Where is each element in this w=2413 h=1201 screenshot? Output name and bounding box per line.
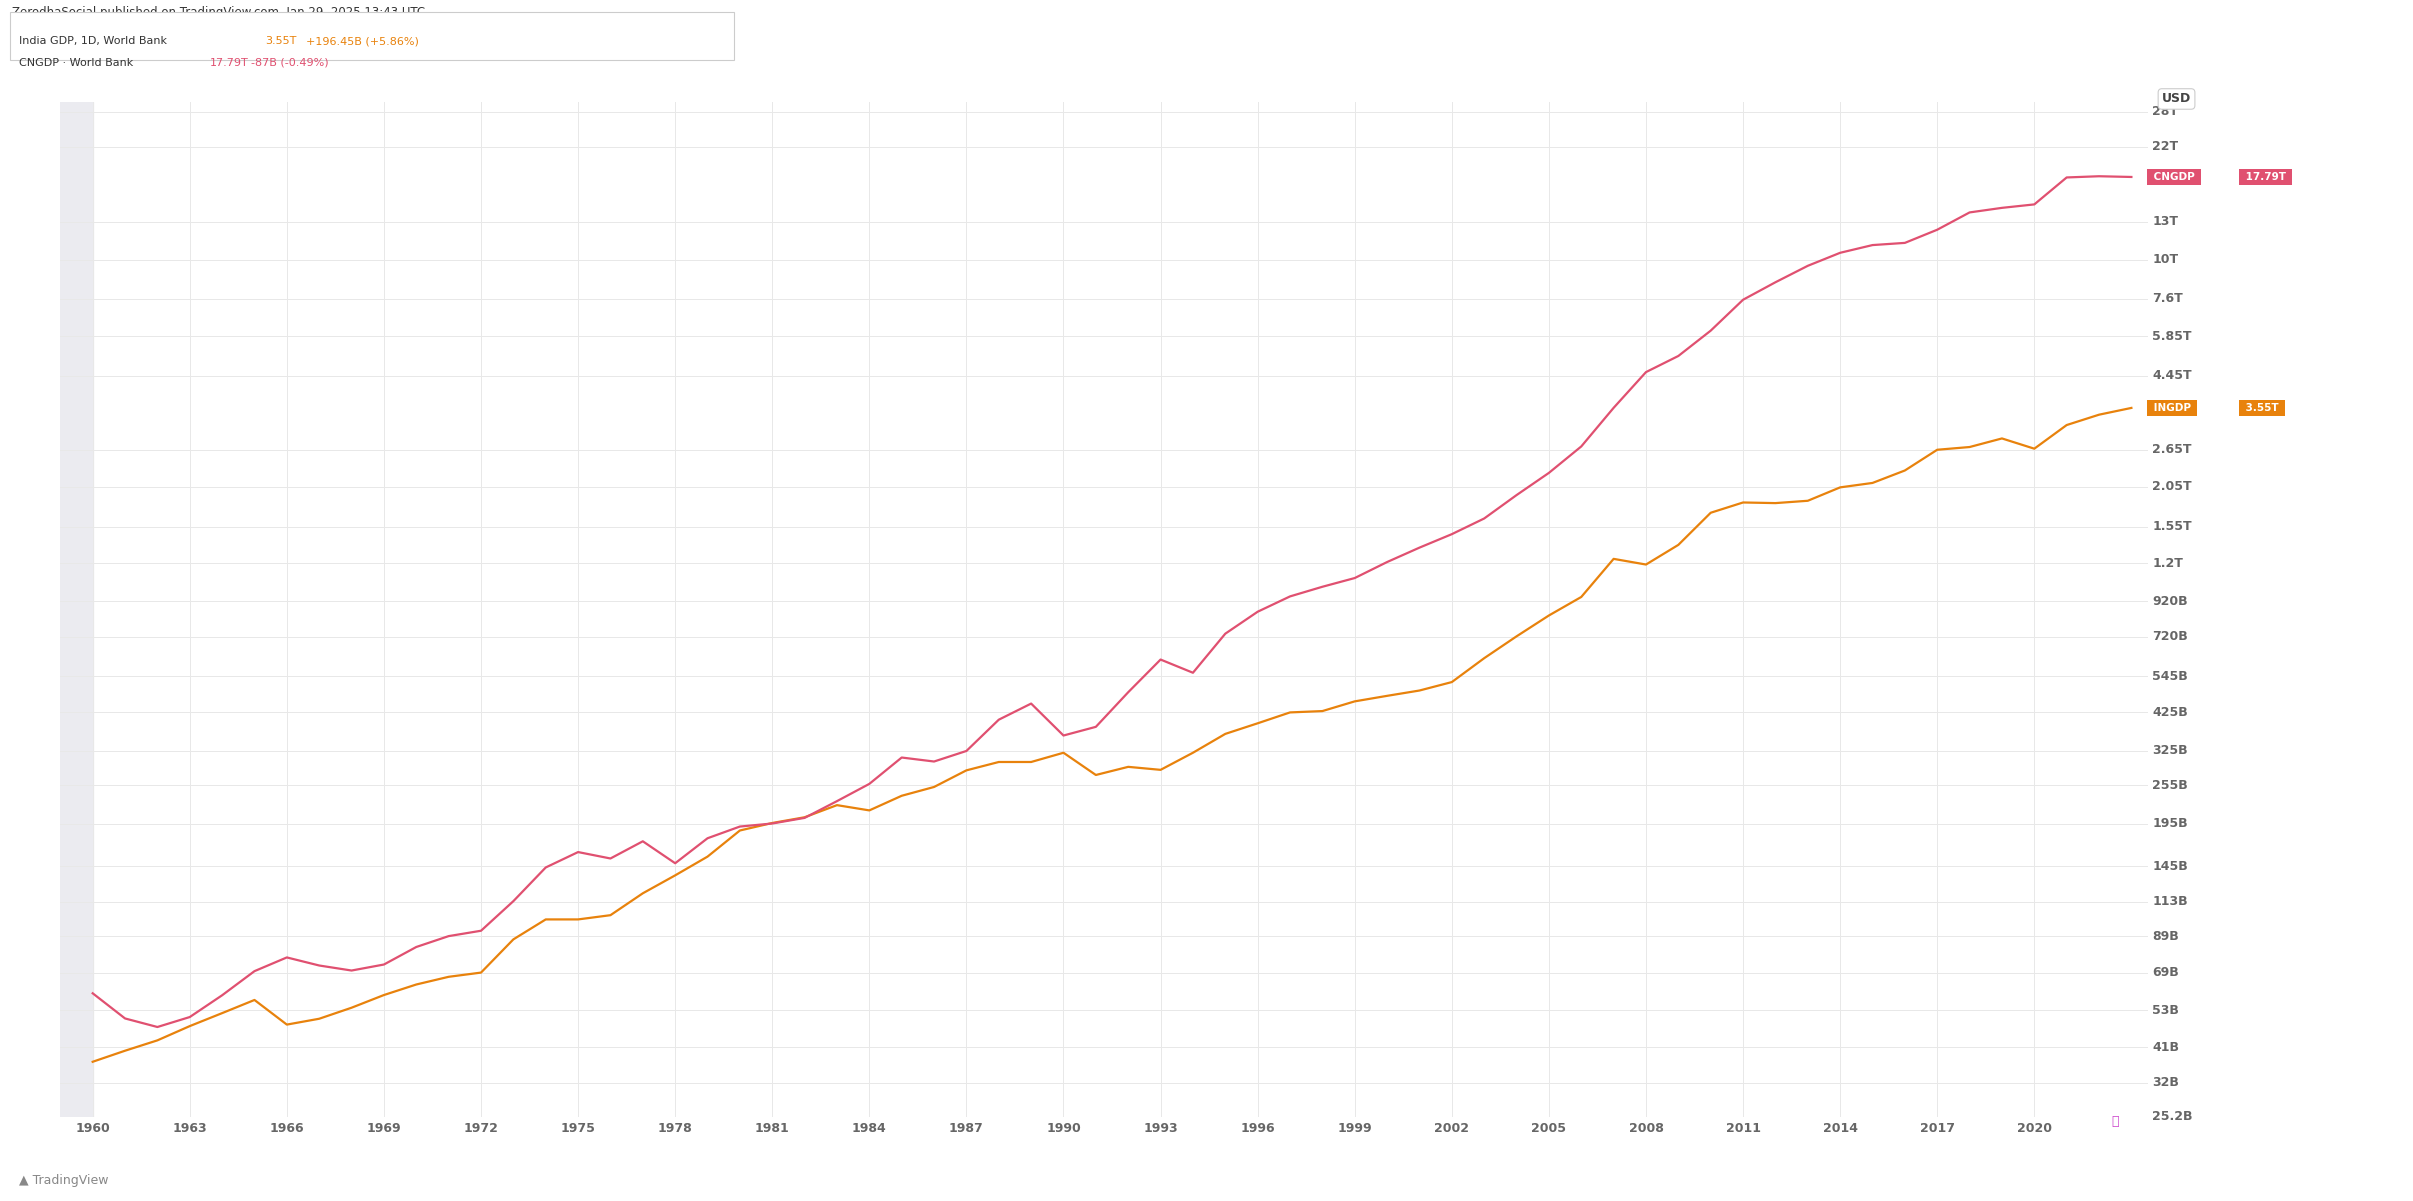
Text: INGDP: INGDP <box>2150 402 2193 413</box>
Text: 7.6T: 7.6T <box>2152 292 2184 305</box>
Bar <box>60 102 92 1117</box>
Text: 325B: 325B <box>2152 745 2189 757</box>
Text: +196.45B (+5.86%): +196.45B (+5.86%) <box>306 36 420 46</box>
Text: CNGDP · World Bank: CNGDP · World Bank <box>19 58 133 67</box>
Text: 920B: 920B <box>2152 594 2189 608</box>
Text: India GDP, 1D, World Bank: India GDP, 1D, World Bank <box>19 36 166 46</box>
Text: 41B: 41B <box>2152 1041 2179 1053</box>
Text: 10T: 10T <box>2152 253 2179 265</box>
Text: 2.65T: 2.65T <box>2152 443 2191 456</box>
Text: 545B: 545B <box>2152 670 2189 683</box>
Text: 22T: 22T <box>2152 141 2179 153</box>
Text: 3.55T: 3.55T <box>2242 402 2283 413</box>
Text: 195B: 195B <box>2152 817 2189 830</box>
Text: 3.55T: 3.55T <box>265 36 297 46</box>
Text: 720B: 720B <box>2152 631 2189 643</box>
Text: 25.2B: 25.2B <box>2152 1111 2193 1123</box>
Text: 69B: 69B <box>2152 966 2179 979</box>
Text: 17.79T: 17.79T <box>2242 172 2290 183</box>
Text: 28T: 28T <box>2152 106 2179 119</box>
Text: 145B: 145B <box>2152 860 2189 873</box>
Text: ⓩ: ⓩ <box>2111 1116 2119 1129</box>
Text: 13T: 13T <box>2152 215 2179 228</box>
Text: ▲ TradingView: ▲ TradingView <box>19 1173 109 1187</box>
Text: 425B: 425B <box>2152 705 2189 718</box>
Text: 2.05T: 2.05T <box>2152 480 2191 494</box>
Text: 1.2T: 1.2T <box>2152 557 2184 569</box>
Text: 113B: 113B <box>2152 896 2189 908</box>
Text: 17.79T: 17.79T <box>210 58 249 67</box>
Text: 32B: 32B <box>2152 1076 2179 1089</box>
Text: 1.55T: 1.55T <box>2152 520 2191 533</box>
Text: 255B: 255B <box>2152 778 2189 791</box>
Text: 4.45T: 4.45T <box>2152 369 2191 382</box>
Text: CNGDP: CNGDP <box>2150 172 2198 183</box>
Text: -87B (-0.49%): -87B (-0.49%) <box>251 58 328 67</box>
Text: 89B: 89B <box>2152 930 2179 943</box>
Text: USD: USD <box>2162 92 2191 106</box>
Text: 5.85T: 5.85T <box>2152 330 2191 342</box>
Text: 53B: 53B <box>2152 1004 2179 1017</box>
Text: ZerodhaSocial published on TradingView.com, Jan 29, 2025 13:43 UTC: ZerodhaSocial published on TradingView.c… <box>12 6 425 19</box>
